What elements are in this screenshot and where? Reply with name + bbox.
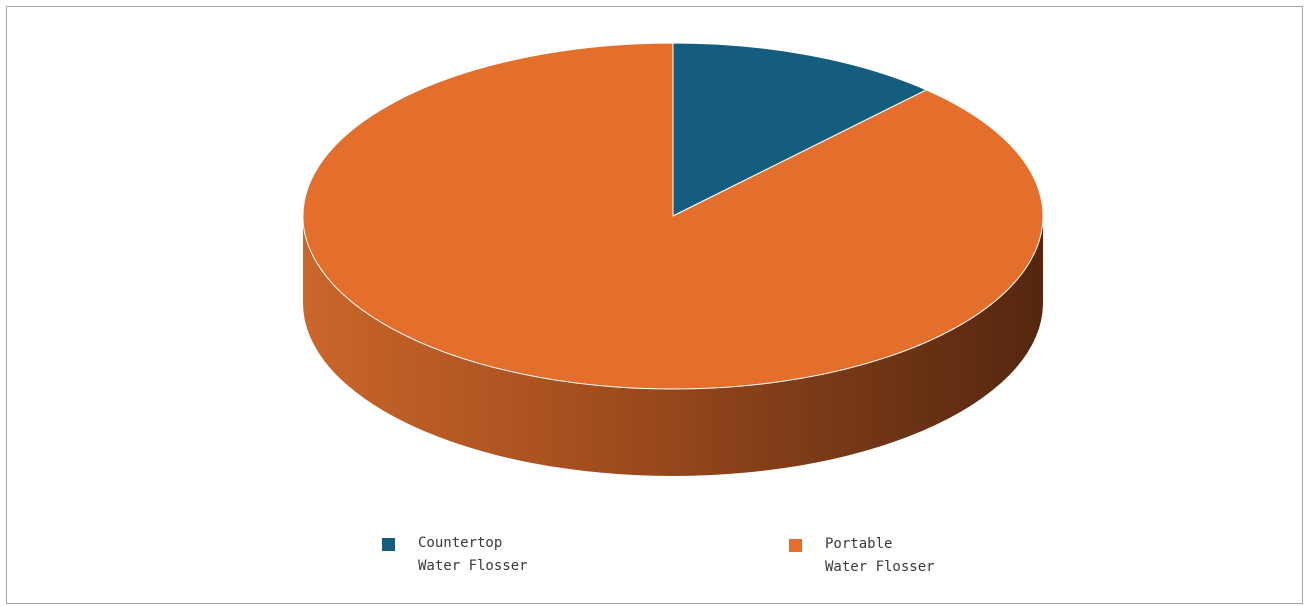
legend-item-portable: Portable Water Flosser	[789, 533, 935, 579]
legend-label-countertop: Countertop Water Flosser	[418, 535, 528, 574]
legend-swatch-countertop	[382, 538, 395, 551]
legend-item-countertop: Countertop Water Flosser	[382, 532, 528, 578]
pie-slice-portable	[302, 42, 1044, 390]
pie-side-wall	[303, 216, 1043, 476]
pie-slice-countertop	[672, 42, 927, 217]
legend-label-portable: Portable Water Flosser	[825, 536, 935, 575]
pie-slices	[302, 42, 1044, 476]
legend-swatch-portable	[789, 539, 802, 552]
